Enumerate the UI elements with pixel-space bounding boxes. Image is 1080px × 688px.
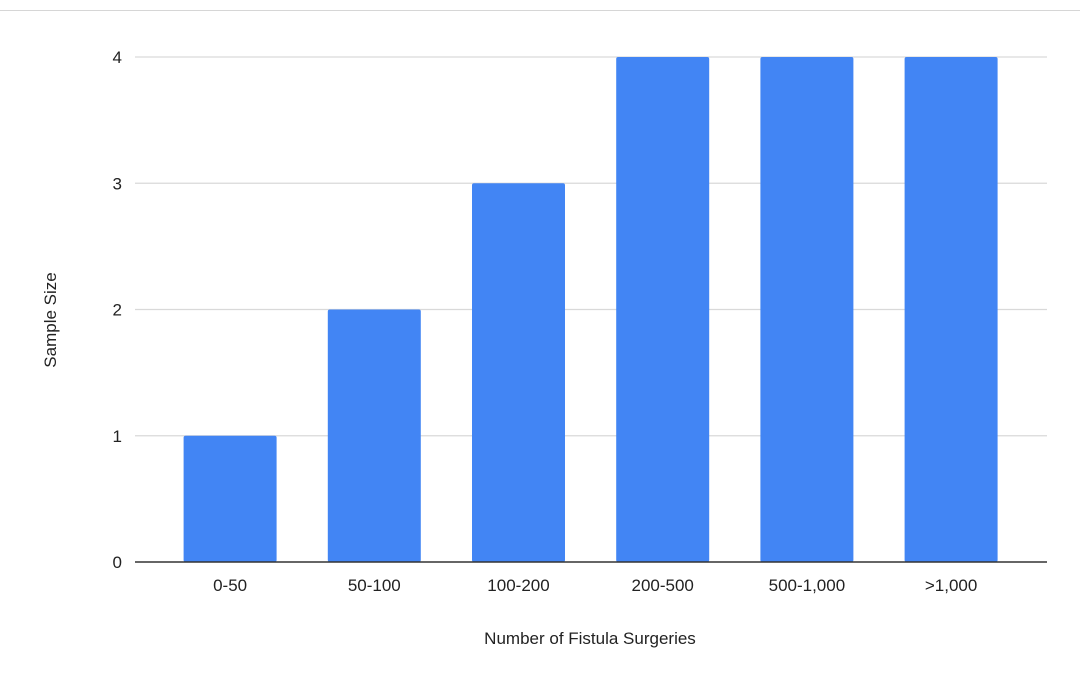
y-tick-label: 1: [113, 427, 122, 446]
x-tick-label: 200-500: [632, 576, 694, 595]
x-tick-label: 500-1,000: [769, 576, 846, 595]
bar: [760, 57, 854, 562]
x-tick-labels: 0-50 50-100 100-200 200-500 500-1,000 >1,000: [213, 576, 977, 595]
x-axis-title: Number of Fistula Surgeries: [484, 629, 696, 648]
x-tick-label: >1,000: [925, 576, 977, 595]
x-tick-label: 0-50: [213, 576, 247, 595]
y-tick-labels: 0 1 2 3 4: [113, 48, 122, 572]
bar: [616, 57, 710, 562]
y-tick-label: 2: [113, 301, 122, 320]
x-tick-label: 100-200: [487, 576, 549, 595]
bars: [183, 57, 998, 562]
gridlines: [135, 56, 1047, 437]
y-tick-label: 3: [113, 174, 122, 193]
bar: [472, 183, 565, 562]
y-tick-label: 0: [113, 553, 122, 572]
bar: [183, 435, 277, 562]
top-divider: [0, 10, 1080, 11]
y-axis-title: Sample Size: [41, 272, 60, 367]
y-tick-label: 4: [113, 48, 122, 67]
bar: [327, 309, 421, 562]
x-tick-label: 50-100: [348, 576, 401, 595]
bar: [904, 57, 998, 562]
